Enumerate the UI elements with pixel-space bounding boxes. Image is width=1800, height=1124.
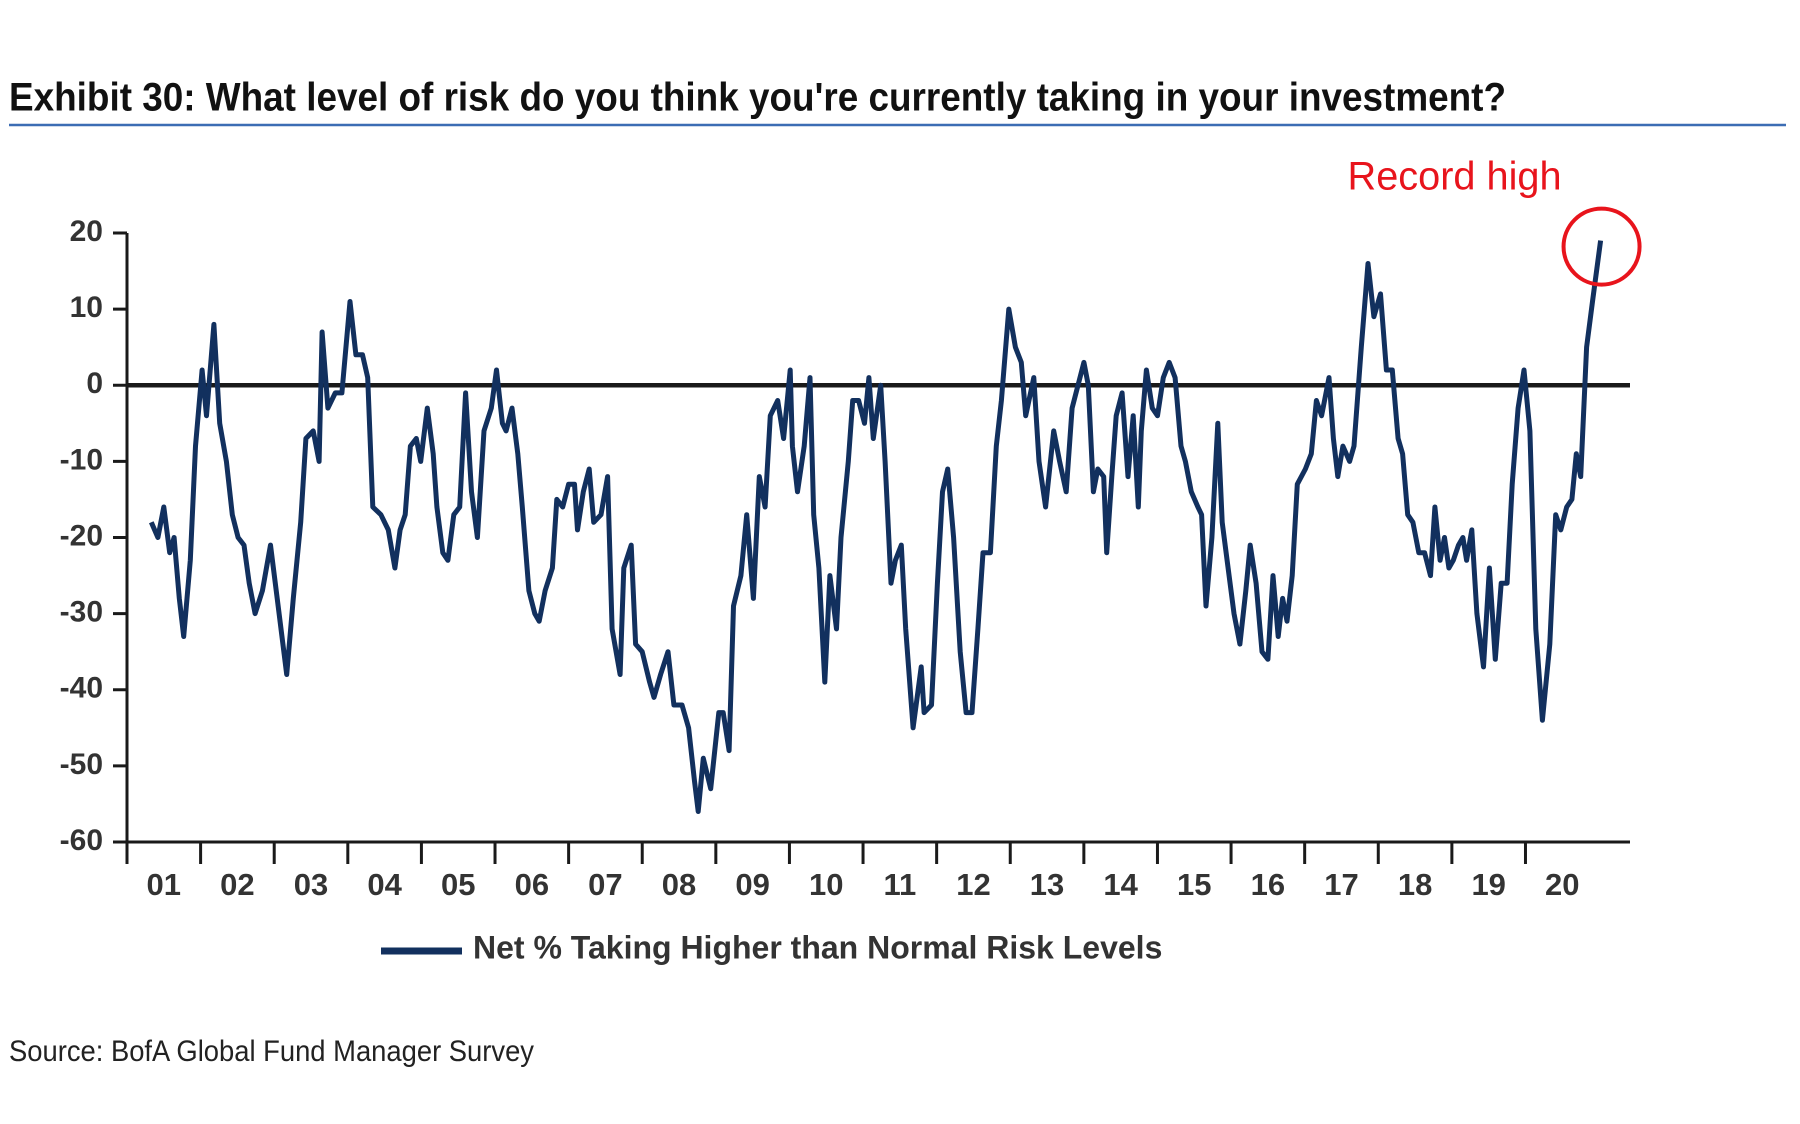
chart-title: Exhibit 30: What level of risk do you th… bbox=[9, 76, 1506, 120]
y-tick-label: -10 bbox=[60, 443, 103, 476]
x-tick-label: 04 bbox=[367, 867, 402, 902]
x-tick-label: 09 bbox=[735, 867, 769, 902]
y-tick-label: 20 bbox=[70, 215, 103, 248]
x-tick-label: 08 bbox=[662, 867, 696, 902]
x-tick-label: 13 bbox=[1030, 867, 1064, 902]
x-tick-label: 16 bbox=[1251, 867, 1285, 902]
y-tick-label: 0 bbox=[86, 367, 103, 400]
annotation: Record high bbox=[1348, 155, 1562, 199]
x-tick-label: 14 bbox=[1103, 867, 1138, 902]
y-tick-label: 10 bbox=[70, 291, 103, 324]
x-tick-label: 07 bbox=[588, 867, 622, 902]
x-tick-label: 10 bbox=[809, 867, 843, 902]
x-tick-label: 01 bbox=[147, 867, 181, 902]
legend-label: Net % Taking Higher than Normal Risk Lev… bbox=[473, 929, 1162, 965]
x-tick-label: 17 bbox=[1324, 867, 1358, 902]
y-tick-label: -40 bbox=[60, 672, 103, 705]
x-tick-label: 03 bbox=[294, 867, 328, 902]
y-tick-label: -60 bbox=[60, 824, 103, 857]
y-tick-label: -50 bbox=[60, 748, 103, 781]
annotation-circle bbox=[1561, 206, 1642, 287]
x-tick-label: 02 bbox=[220, 867, 254, 902]
x-tick-label: 11 bbox=[883, 867, 916, 902]
x-tick-label: 06 bbox=[515, 867, 549, 902]
y-tick-label: -20 bbox=[60, 519, 103, 552]
x-tick-label: 20 bbox=[1545, 867, 1579, 902]
x-tick-label: 18 bbox=[1398, 867, 1432, 902]
series-line bbox=[149, 240, 1604, 814]
y-tick-label: -30 bbox=[60, 596, 103, 629]
x-tick-label: 05 bbox=[441, 867, 475, 902]
x-tick-label: 15 bbox=[1177, 867, 1211, 902]
x-tick-label: 19 bbox=[1471, 867, 1505, 902]
source: Source: BofA Global Fund Manager Survey bbox=[9, 1035, 534, 1068]
x-tick-label: 12 bbox=[956, 867, 990, 902]
